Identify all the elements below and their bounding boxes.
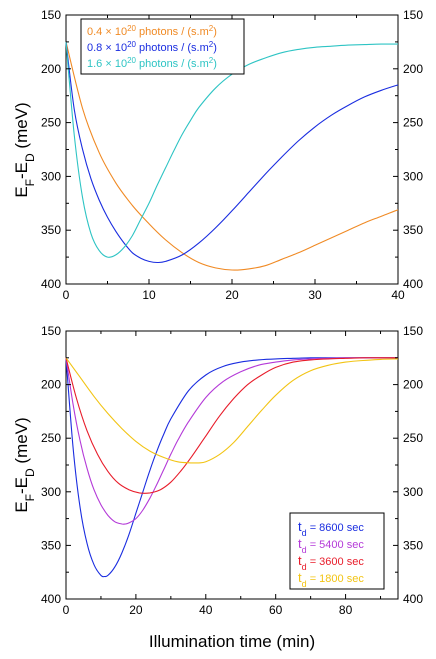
bottom-legend-entry-0: td = 8600 sec [298,519,364,538]
bottom-legend-entry-1: td = 5400 sec [298,536,364,555]
y-tick-label-right: 300 [403,485,423,499]
bottom-axis-ticks [65,330,398,600]
ylabel-main: E [12,186,31,197]
ylabel-sub-d: D [23,153,37,162]
x-tick-label: 20 [225,288,239,302]
x-axis-label: Illumination time (min) [149,632,315,651]
y-tick-label-right: 200 [403,62,423,76]
ylabel-sub-f: F [23,179,37,186]
ylabel-main: E [12,501,31,512]
legend-sub: d [302,528,307,538]
legend-text: ) [213,42,217,54]
bottom-panel: 0 20 40 60 80 150 150 200 200 250 250 300 300 350 350 4… [12,324,423,617]
legend-sup: 20 [127,56,136,65]
x-tick-label: 40 [199,603,213,617]
top-tick-labels: 0 10 20 30 40 150 150 200 200 250 250 300 300 350 350 4… [41,8,423,302]
y-tick-label: 350 [41,223,61,237]
legend-sup: 20 [127,24,136,33]
legend-text: 0.8 × 10 [87,42,127,54]
y-tick-label-right: 150 [403,8,423,22]
series-line-0 [65,41,399,271]
y-tick-label-right: 200 [403,378,423,392]
y-tick-label: 150 [41,8,61,22]
y-tick-label-right: 350 [403,223,423,237]
legend-text: ) [213,26,217,38]
bottom-tick-labels: 0 20 40 60 80 150 150 200 200 250 250 300 300 350 350 4… [41,324,423,617]
bottom-legend-entry-3: td = 1800 sec [298,570,364,589]
bottom-series-lines [65,357,399,578]
legend-sub: d [302,579,307,589]
x-tick-label: 60 [269,603,283,617]
y-tick-label: 350 [41,538,61,552]
x-tick-label: 10 [142,288,156,302]
y-tick-label-right: 400 [403,592,423,606]
series-line-1 [65,357,398,525]
x-tick-label: 0 [63,288,70,302]
bottom-legend-entry-2: td = 3600 sec [298,553,364,572]
x-tick-label: 80 [339,603,353,617]
legend-sup: 2 [209,24,214,33]
series-line-2 [65,41,399,258]
legend-sup: 2 [209,40,214,49]
top-axis-ticks [65,14,399,285]
legend-text: = 8600 sec [307,522,365,534]
top-legend-entry-1: 0.8 × 1020 photons / (s.m2) [87,40,217,55]
legend-text: ) [213,58,217,70]
y-tick-label: 200 [41,62,61,76]
legend-text: = 1800 sec [307,573,365,585]
series-line-3 [65,357,399,464]
y-tick-label: 250 [41,431,61,445]
y-tick-label: 300 [41,485,61,499]
legend-text: t [298,536,302,551]
y-tick-label-right: 400 [403,277,423,291]
y-tick-label: 400 [41,592,61,606]
legend-sup: 2 [209,56,214,65]
y-tick-label: 400 [41,277,61,291]
y-tick-label: 150 [41,324,61,338]
y-tick-label: 300 [41,169,61,183]
bottom-y-axis-label: EF-ED (meV) [12,417,37,512]
legend-text: t [298,553,302,568]
series-line-2 [65,357,398,494]
legend-text: photons / (s.m [136,42,209,54]
y-tick-label-right: 350 [403,538,423,552]
ylabel-sub-f: F [23,494,37,501]
top-legend-box [80,18,245,75]
y-tick-label: 250 [41,116,61,130]
legend-sub: d [302,545,307,555]
y-tick-label-right: 150 [403,324,423,338]
series-line-0 [65,357,398,578]
ylabel-sub-d: D [23,468,37,477]
legend-text: 0.4 × 10 [87,26,127,38]
top-legend-entry-0: 0.4 × 1020 photons / (s.m2) [87,24,217,39]
legend-text: t [298,519,302,534]
y-tick-label-right: 300 [403,169,423,183]
bottom-legend-box [289,512,385,590]
top-legend-entry-2: 1.6 × 1020 photons / (s.m2) [87,56,217,71]
legend-text: photons / (s.m [136,26,209,38]
legend-text: 1.6 × 10 [87,58,127,70]
y-tick-label-right: 250 [403,431,423,445]
legend-sub: d [302,562,307,572]
legend-text: photons / (s.m [136,58,209,70]
ylabel-mid: -E [12,162,31,179]
x-tick-label: 20 [129,603,143,617]
legend-text: t [298,570,302,585]
top-series-lines [65,41,399,271]
top-panel: 0 10 20 30 40 150 150 200 200 250 250 300 300 350 350 4… [12,8,423,302]
ylabel-unit: (meV) [12,102,31,153]
legend-sup: 20 [127,40,136,49]
top-y-axis-label: EF-ED (meV) [12,102,37,197]
legend-text: = 3600 sec [307,556,365,568]
ylabel-unit: (meV) [12,417,31,468]
series-line-1 [65,41,399,264]
y-tick-label: 200 [41,378,61,392]
legend-text: = 5400 sec [307,539,365,551]
ylabel-mid: -E [12,477,31,494]
x-tick-label: 0 [63,603,70,617]
y-tick-label-right: 250 [403,116,423,130]
x-tick-label: 40 [391,288,405,302]
x-tick-label: 30 [308,288,322,302]
